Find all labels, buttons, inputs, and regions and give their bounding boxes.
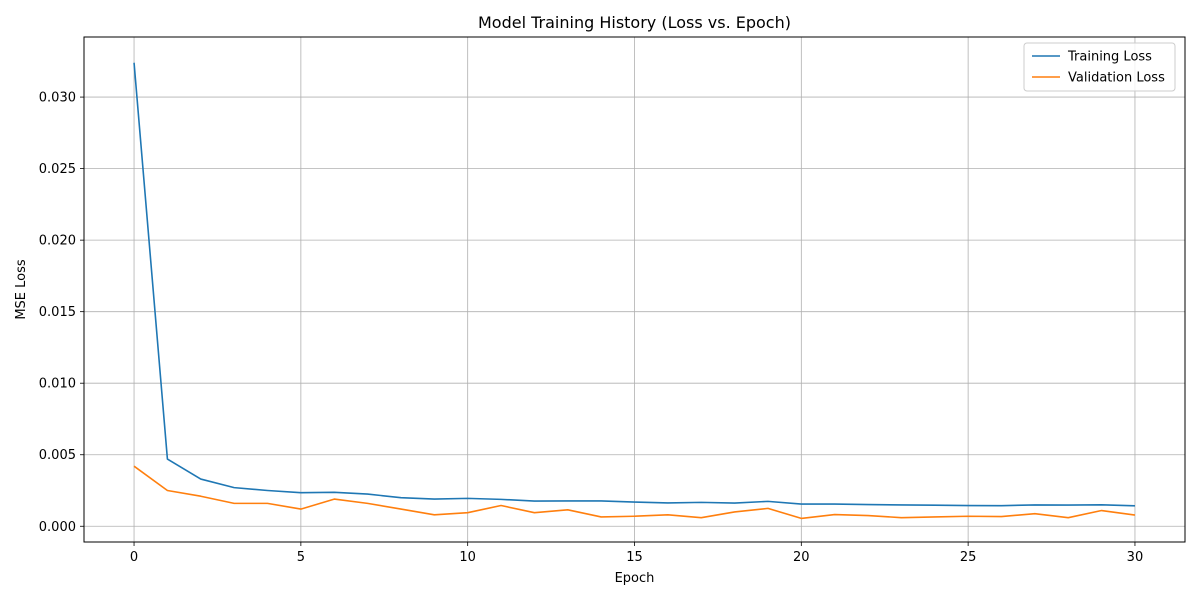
grid-lines xyxy=(84,37,1185,542)
legend-box xyxy=(1023,42,1176,92)
validation-loss-line xyxy=(133,465,1136,520)
y-tick-label: 0.030 xyxy=(39,91,76,106)
axis-ticks: 0 5 10 15 20 25 30 0.000 0.005 0.010 0.015 0.020 0.0… xyxy=(39,91,1143,565)
y-tick-label: 0.020 xyxy=(39,234,76,249)
x-axis-label: Epoch xyxy=(615,571,655,586)
y-tick-label: 0.025 xyxy=(39,162,76,177)
x-tick-label: 10 xyxy=(459,550,476,565)
x-tick-label: 0 xyxy=(130,550,138,565)
x-tick-label: 5 xyxy=(297,550,305,565)
y-tick-label: 0.005 xyxy=(39,448,76,463)
x-tick-label: 30 xyxy=(1127,550,1144,565)
training-loss-line xyxy=(133,62,1135,507)
x-tick-label: 20 xyxy=(793,550,810,565)
y-tick-label: 0.000 xyxy=(39,520,76,535)
x-tick-label: 25 xyxy=(960,550,977,565)
y-tick-label: 0.010 xyxy=(39,377,76,392)
x-tick-label: 15 xyxy=(626,550,643,565)
chart-legend: Training Loss Validation Loss xyxy=(1023,42,1176,92)
y-axis-label: MSE Loss xyxy=(14,259,29,320)
series-lines xyxy=(133,62,1136,520)
legend-label-validation-loss: Validation Loss xyxy=(1068,71,1165,86)
legend-label-training-loss: Training Loss xyxy=(1067,50,1152,65)
y-tick-label: 0.015 xyxy=(39,305,76,320)
chart-title: Model Training History (Loss vs. Epoch) xyxy=(478,13,791,32)
